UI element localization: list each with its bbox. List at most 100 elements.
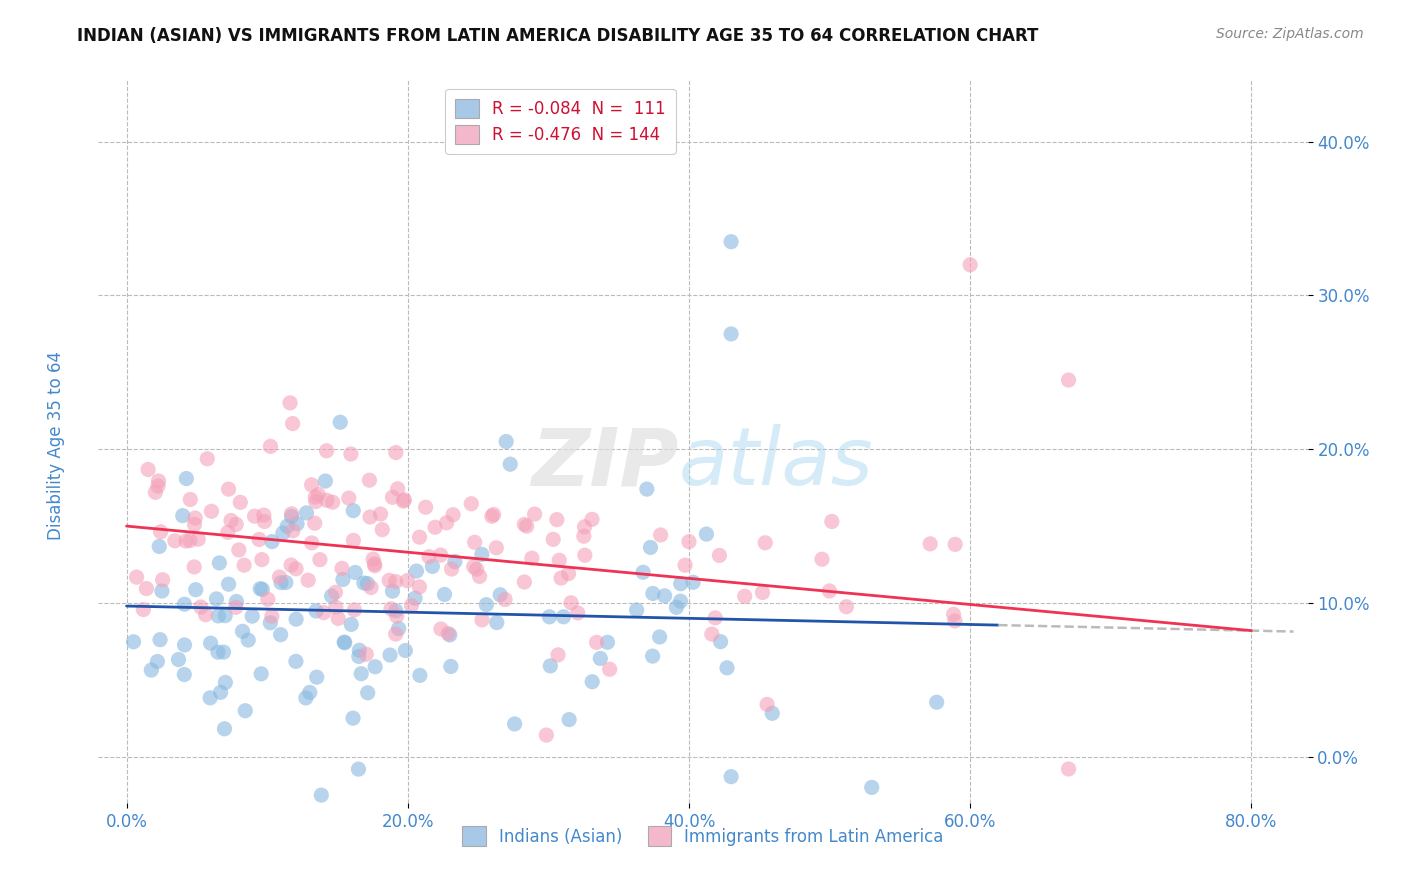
Text: Disability Age 35 to 64: Disability Age 35 to 64 — [48, 351, 65, 541]
Point — [720, 326, 742, 341]
Point — [214, 675, 236, 690]
Point — [122, 634, 145, 648]
Point — [572, 529, 595, 543]
Point — [396, 574, 419, 588]
Point — [342, 533, 364, 548]
Point — [678, 534, 700, 549]
Point — [716, 661, 738, 675]
Point — [388, 622, 411, 636]
Point — [384, 604, 406, 618]
Point — [354, 647, 377, 661]
Point — [381, 584, 404, 599]
Point — [360, 581, 382, 595]
Point — [228, 543, 250, 558]
Point — [329, 415, 352, 429]
Point — [626, 603, 648, 617]
Point — [252, 582, 274, 597]
Point — [285, 612, 308, 626]
Point — [332, 573, 354, 587]
Point — [347, 762, 370, 776]
Point — [209, 685, 232, 699]
Point — [297, 573, 319, 587]
Point — [187, 532, 209, 546]
Text: INDIAN (ASIAN) VS IMMIGRANTS FROM LATIN AMERICA DISABILITY AGE 35 TO 64 CORRELAT: INDIAN (ASIAN) VS IMMIGRANTS FROM LATIN … — [77, 27, 1039, 45]
Point — [183, 517, 205, 532]
Point — [135, 582, 157, 596]
Point — [359, 473, 381, 487]
Point — [305, 494, 328, 508]
Point — [305, 670, 328, 684]
Point — [253, 515, 276, 529]
Point — [184, 511, 207, 525]
Point — [150, 584, 173, 599]
Point — [233, 558, 256, 573]
Point — [325, 600, 347, 615]
Point — [441, 508, 464, 522]
Point — [378, 648, 401, 662]
Point — [280, 507, 302, 521]
Point — [640, 541, 662, 555]
Point — [404, 591, 426, 606]
Point — [943, 537, 966, 551]
Point — [669, 576, 692, 591]
Point — [436, 516, 458, 530]
Point — [260, 534, 283, 549]
Point — [304, 516, 326, 531]
Point — [231, 624, 253, 639]
Point — [218, 482, 240, 496]
Point — [364, 659, 387, 673]
Point — [489, 588, 512, 602]
Point — [278, 396, 301, 410]
Point — [756, 698, 779, 712]
Point — [444, 555, 467, 569]
Point — [233, 704, 256, 718]
Point — [315, 443, 337, 458]
Point — [599, 662, 621, 676]
Point — [959, 258, 981, 272]
Point — [384, 574, 406, 589]
Point — [356, 576, 378, 591]
Point — [347, 649, 370, 664]
Point — [149, 524, 172, 539]
Point — [503, 717, 526, 731]
Text: atlas: atlas — [679, 425, 873, 502]
Point — [281, 417, 304, 431]
Point — [172, 508, 194, 523]
Point — [225, 600, 247, 615]
Point — [148, 540, 170, 554]
Point — [415, 500, 437, 515]
Point — [307, 487, 329, 501]
Point — [314, 474, 336, 488]
Text: Source: ZipAtlas.com: Source: ZipAtlas.com — [1216, 27, 1364, 41]
Point — [295, 690, 318, 705]
Point — [229, 495, 252, 509]
Point — [669, 594, 692, 608]
Point — [942, 607, 965, 622]
Point — [418, 549, 440, 564]
Point — [198, 690, 221, 705]
Point — [359, 510, 381, 524]
Point — [665, 600, 688, 615]
Point — [344, 566, 367, 580]
Point — [523, 507, 546, 521]
Point — [384, 627, 406, 641]
Point — [305, 604, 328, 618]
Point — [285, 516, 308, 531]
Point — [349, 643, 371, 657]
Point — [342, 503, 364, 517]
Point — [298, 685, 321, 699]
Point — [465, 562, 488, 576]
Point — [754, 535, 776, 549]
Point — [315, 493, 337, 508]
Point — [363, 557, 385, 571]
Point — [219, 514, 242, 528]
Point — [214, 608, 236, 623]
Point — [482, 508, 505, 522]
Point — [581, 674, 603, 689]
Point — [333, 636, 356, 650]
Point — [704, 611, 727, 625]
Point — [394, 492, 416, 507]
Point — [387, 482, 409, 496]
Point — [330, 561, 353, 575]
Point — [654, 589, 676, 603]
